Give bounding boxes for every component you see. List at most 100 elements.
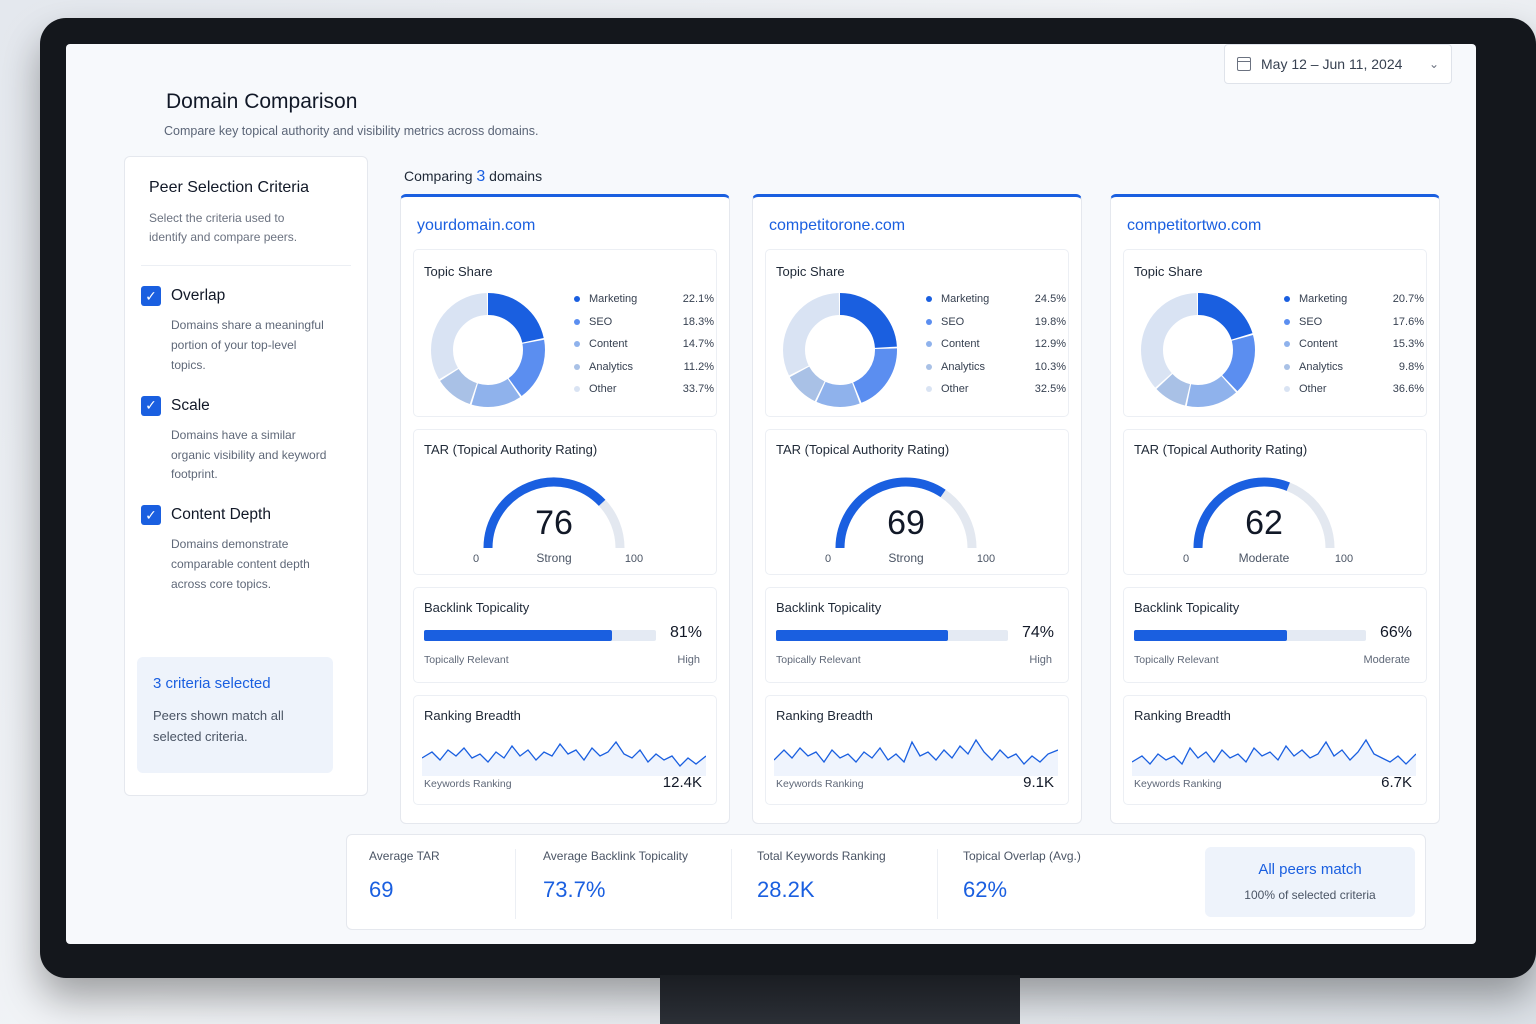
legend-row: Analytics 11.2% xyxy=(574,356,714,379)
stat-average-backlink: Average Backlink Topicality 73.7% xyxy=(543,849,688,903)
legend-label: Marketing xyxy=(589,293,638,306)
legend-dot xyxy=(926,386,932,393)
check-icon[interactable]: ✓ xyxy=(141,286,161,307)
peers-match-badge: All peers match 100% of selected criteri… xyxy=(1205,847,1415,917)
tar-value: 69 xyxy=(887,504,925,542)
backlink-bar-track xyxy=(424,630,656,641)
backlink-card: Backlink Topicality 74% Topically Releva… xyxy=(765,587,1069,683)
legend-dot xyxy=(574,341,580,348)
legend-dot xyxy=(926,318,932,325)
app-screen: Domain Comparison Compare key topical au… xyxy=(66,44,1476,944)
legend-label: Analytics xyxy=(941,360,986,373)
legend-dot xyxy=(926,296,932,303)
legend-row: Other 36.6% xyxy=(1284,378,1424,401)
legend-row: Content 12.9% xyxy=(926,333,1066,356)
backlink-bar-track xyxy=(776,630,1008,641)
donut-slice-seo xyxy=(783,293,897,407)
backlink-bar-fill xyxy=(424,630,612,641)
legend-label: Content xyxy=(1299,338,1338,351)
summary-stats-bar: Average TAR 69 Average Backlink Topicali… xyxy=(346,834,1426,930)
date-range-picker[interactable]: May 12 – Jun 11, 2024 ⌄ xyxy=(1224,44,1452,84)
legend-value: 33.7% xyxy=(682,383,714,396)
legend-dot xyxy=(926,341,932,348)
domain-column-1: yourdomain.com Topic Share Marketing 22.… xyxy=(400,194,730,824)
sidebar-divider xyxy=(141,265,351,267)
criterion-description: Domains share a meaningful portion of yo… xyxy=(171,318,324,372)
ranking-value: 12.4K xyxy=(662,774,702,791)
legend-dot xyxy=(1284,318,1290,325)
legend-label: Other xyxy=(1299,383,1327,396)
backlink-card: Backlink Topicality 81% Topically Releva… xyxy=(413,587,717,683)
donut-slice-marketing xyxy=(783,293,897,407)
backlink-caption: Topically Relevant xyxy=(1134,654,1219,666)
gauge-min-label: 0 xyxy=(1183,553,1189,565)
legend-row: Marketing 20.7% xyxy=(1284,288,1424,311)
peer-criteria-sidebar: Peer Selection Criteria Select the crite… xyxy=(124,156,368,796)
donut-slice-content xyxy=(1141,293,1255,407)
chevron-down-icon: ⌄ xyxy=(1428,57,1439,71)
gauge-max-label: 100 xyxy=(625,553,643,565)
domain-name[interactable]: yourdomain.com xyxy=(417,217,536,234)
sparkline-area xyxy=(422,742,706,776)
gauge-min-label: 0 xyxy=(825,553,831,565)
backlink-bar-track xyxy=(1134,630,1366,641)
backlink-card: Backlink Topicality 66% Topically Releva… xyxy=(1123,587,1427,683)
check-icon[interactable]: ✓ xyxy=(141,505,161,526)
backlink-value: 74% xyxy=(1021,624,1054,641)
backlink-title: Backlink Topicality xyxy=(776,600,882,615)
topic-share-donut xyxy=(1141,293,1255,407)
domain-name[interactable]: competitortwo.com xyxy=(1127,217,1262,234)
backlink-bar-fill xyxy=(1134,630,1288,641)
check-icon[interactable]: ✓ xyxy=(141,395,161,416)
date-range-value: May 12 – Jun 11, 2024 xyxy=(1261,56,1403,72)
sparkline-area xyxy=(774,740,1058,776)
stat-total-keywords: Total Keywords Ranking 28.2K xyxy=(757,849,886,903)
tar-gauge: 76 Strong 0 100 xyxy=(473,477,643,565)
topic-share-title: Topic Share xyxy=(1134,264,1203,279)
legend-dot xyxy=(926,363,932,370)
ranking-sparkline xyxy=(774,738,1058,776)
legend-value: 12.9% xyxy=(1034,338,1066,351)
legend-dot xyxy=(1284,296,1290,303)
domain-name[interactable]: competitorone.com xyxy=(769,217,906,234)
stat-value: 28.2K xyxy=(757,877,815,902)
peers-match-subtitle: 100% of selected criteria xyxy=(1244,888,1376,902)
topic-share-card: Topic Share Marketing 20.7% SEO 17.6% Co… xyxy=(1123,249,1427,417)
tar-value: 76 xyxy=(535,504,573,542)
legend-value: 11.2% xyxy=(683,360,714,373)
ranking-title: Ranking Breadth xyxy=(776,708,873,723)
compare-suffix: domains xyxy=(489,168,543,184)
ranking-card: Ranking Breadth Keywords Ranking 6.7K xyxy=(1123,695,1427,805)
backlink-caption: Topically Relevant xyxy=(424,654,509,666)
legend-label: Content xyxy=(941,338,980,351)
topic-share-donut xyxy=(783,293,897,407)
backlink-title: Backlink Topicality xyxy=(424,600,530,615)
donut-slice-other xyxy=(431,293,545,407)
legend-dot xyxy=(574,386,580,393)
tar-card: TAR (Topical Authority Rating) 69 Strong 0… xyxy=(765,429,1069,575)
criterion-scale: ✓ Scale Domains have a similar organic v… xyxy=(141,395,351,485)
legend-dot xyxy=(1284,363,1290,370)
tar-level: Strong xyxy=(536,551,571,565)
ranking-card: Ranking Breadth Keywords Ranking 9.1K xyxy=(765,695,1069,805)
gauge-max-label: 100 xyxy=(977,553,995,565)
legend-row: SEO 19.8% xyxy=(926,311,1066,334)
ranking-value: 9.1K xyxy=(1023,774,1054,791)
legend-value: 18.3% xyxy=(682,315,714,328)
legend-row: Content 15.3% xyxy=(1284,333,1424,356)
legend-label: SEO xyxy=(1299,315,1323,328)
gauge-fill xyxy=(1193,477,1290,549)
criterion-description: Domains have a similar organic visibilit… xyxy=(171,427,327,482)
stat-divider xyxy=(731,849,732,919)
compare-count: 3 xyxy=(476,168,486,185)
compare-heading: Comparing 3 domains xyxy=(404,168,542,186)
tar-title: TAR (Topical Authority Rating) xyxy=(1134,442,1308,457)
criterion-content-depth: ✓ Content Depth Domains demonstrate comp… xyxy=(141,505,351,594)
page-subtitle: Compare key topical authority and visibi… xyxy=(164,124,539,138)
legend-value: 17.6% xyxy=(1392,315,1424,328)
legend-row: Other 33.7% xyxy=(574,378,714,401)
backlink-bar-fill xyxy=(776,630,948,641)
sidebar-title: Peer Selection Criteria xyxy=(149,179,310,196)
tar-card: TAR (Topical Authority Rating) 76 Strong 0… xyxy=(413,429,717,575)
topic-share-donut xyxy=(431,293,545,407)
